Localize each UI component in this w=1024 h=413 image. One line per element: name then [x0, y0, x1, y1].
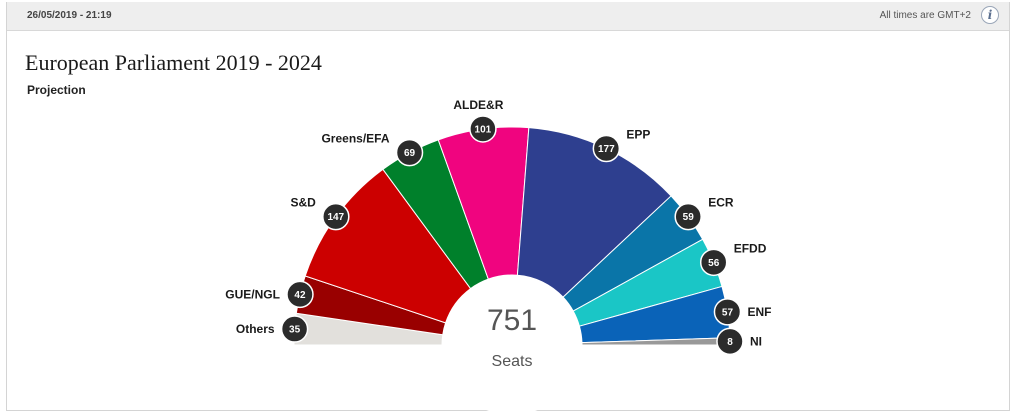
badge-value-ni: 8 [727, 337, 733, 348]
badge-greens-efa [395, 138, 424, 167]
badge-value-enf: 57 [722, 307, 734, 318]
top-bar: 26/05/2019 - 21:19 All times are GMT+2 i [7, 2, 1009, 31]
badge-s-d [322, 202, 350, 231]
badges-group: 35 42 147 69 101 177 59 56 57 8 [280, 115, 744, 356]
label-efdd: EFDD [734, 241, 767, 255]
label-enf: ENF [747, 305, 771, 319]
badge-value-gue-ngl: 42 [294, 290, 306, 301]
badge-value-greens-efa: 69 [404, 148, 416, 159]
seats-label: Seats [492, 353, 533, 370]
chart-title: European Parliament 2019 - 2024 [25, 50, 322, 75]
badge-value-others: 35 [289, 325, 301, 336]
timestamp: 26/05/2019 - 21:19 [27, 10, 112, 21]
badge-enf [713, 298, 742, 326]
chart-subtitle: Projection [27, 83, 86, 97]
badge-ni [716, 327, 744, 356]
badge-others [280, 315, 309, 343]
center-hole [442, 275, 582, 413]
slices-group [293, 126, 731, 346]
labels-group: Others GUE/NGL S&D Greens/EFA ALDE&R EPP ECR EF… [225, 98, 771, 348]
badge-value-efdd: 56 [708, 258, 720, 269]
label-ecr: ECR [708, 196, 734, 210]
badge-alde-r [469, 115, 497, 143]
label-greens-efa: Greens/EFA [321, 132, 389, 146]
label-alde-r: ALDE&R [453, 98, 503, 112]
badge-value-alde-r: 101 [475, 124, 492, 135]
label-s-d: S&D [290, 196, 316, 210]
label-gue-ngl: GUE/NGL [225, 287, 280, 301]
label-epp: EPP [626, 127, 650, 141]
badge-ecr [674, 202, 702, 231]
badge-epp [592, 134, 621, 163]
label-others: Others [236, 322, 275, 336]
badge-gue-ngl [286, 280, 314, 309]
badge-value-ecr: 59 [683, 212, 695, 223]
info-icon[interactable]: i [981, 6, 999, 24]
timezone-note: All times are GMT+2 [879, 10, 971, 21]
badge-value-epp: 177 [598, 144, 615, 155]
badge-efdd [699, 248, 728, 277]
label-ni: NI [750, 334, 762, 348]
total-seats: 751 [487, 304, 537, 337]
badge-value-s-d: 147 [327, 212, 344, 223]
